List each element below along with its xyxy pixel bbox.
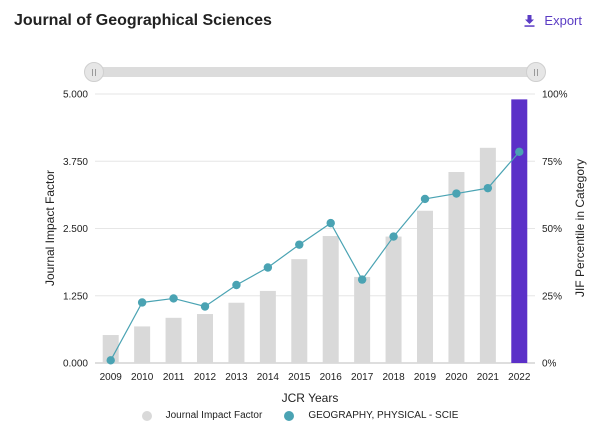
- percentile-point-2019[interactable]: [420, 194, 430, 204]
- percentile-point-2020[interactable]: [452, 189, 461, 198]
- y-tick-label: 3.750: [63, 157, 88, 168]
- percentile-point-2010[interactable]: [137, 298, 147, 307]
- legend-item-percentile[interactable]: GEOGRAPHY, PHYSICAL - SCIE: [284, 410, 458, 421]
- y-tick-label: 2.500: [63, 224, 88, 235]
- x-tick-label: 2011: [163, 372, 185, 383]
- bar-2015[interactable]: [291, 259, 308, 363]
- bar-2010[interactable]: [134, 326, 151, 363]
- percentile-point-2011[interactable]: [169, 294, 178, 303]
- chart-legend: Journal Impact Factor GEOGRAPHY, PHYSICA…: [0, 410, 600, 421]
- y2-axis-ticks: 0% 25% 50% 75% 100%: [542, 90, 568, 370]
- y-tick-label: 1.250: [63, 291, 88, 302]
- y2-axis-title: JIF Percentile in Category: [573, 159, 587, 297]
- x-tick-label: 2020: [445, 372, 468, 383]
- export-label: Export: [544, 13, 582, 28]
- legend-item-jif[interactable]: Journal Impact Factor: [141, 410, 263, 421]
- percentile-point-2018[interactable]: [389, 232, 398, 241]
- y2-tick-label: 25%: [542, 291, 562, 302]
- slider-handle-start[interactable]: [84, 62, 104, 82]
- percentile-point-2021[interactable]: [483, 183, 493, 193]
- export-button[interactable]: Export: [524, 13, 582, 28]
- bar-2017[interactable]: [354, 276, 371, 363]
- bar-2016[interactable]: [322, 236, 339, 363]
- bar-2018[interactable]: [385, 236, 402, 363]
- x-tick-label: 2015: [288, 372, 311, 383]
- y2-tick-label: 50%: [542, 224, 562, 235]
- bar-2020[interactable]: [448, 172, 465, 363]
- bar-2022[interactable]: [511, 99, 528, 363]
- y2-tick-label: 75%: [542, 157, 562, 168]
- y-axis-title: Journal Impact Factor: [43, 170, 57, 286]
- x-tick-label: 2012: [194, 372, 217, 383]
- legend-swatch-percentile: [284, 410, 295, 421]
- y-axis-ticks: 0.000 1.250 2.500 3.750 5.000: [63, 90, 88, 370]
- y2-tick-label: 100%: [542, 90, 568, 101]
- bar-2011[interactable]: [165, 317, 182, 363]
- percentile-point-2013[interactable]: [232, 280, 241, 290]
- x-tick-label: 2018: [382, 372, 405, 383]
- percentile-point-2016[interactable]: [326, 218, 335, 228]
- y2-tick-label: 0%: [542, 359, 557, 370]
- bar-2019[interactable]: [417, 210, 433, 363]
- bar-2009[interactable]: [102, 335, 119, 363]
- grid-lines: [95, 93, 535, 364]
- percentile-line: [110, 151, 520, 361]
- y-tick-label: 0.000: [63, 359, 88, 370]
- slider-handle-end[interactable]: [526, 62, 546, 82]
- x-tick-label: 2013: [225, 372, 248, 383]
- page-title: Journal of Geographical Sciences: [14, 12, 272, 29]
- percentile-point-2012[interactable]: [200, 302, 210, 311]
- year-range-slider[interactable]: [84, 62, 546, 82]
- x-tick-label: 2017: [351, 372, 374, 383]
- x-tick-label: 2022: [508, 372, 531, 383]
- x-tick-label: 2019: [414, 372, 437, 383]
- x-axis-title: JCR Years: [282, 391, 339, 405]
- x-tick-label: 2021: [477, 372, 500, 383]
- line-series: [106, 147, 524, 365]
- bar-2014[interactable]: [259, 290, 276, 363]
- bar-2021[interactable]: [479, 147, 496, 363]
- x-tick-label: 2009: [100, 372, 123, 383]
- percentile-point-2022[interactable]: [515, 147, 524, 157]
- percentile-point-2009[interactable]: [106, 356, 115, 365]
- percentile-point-2017[interactable]: [357, 275, 367, 284]
- percentile-point-2015[interactable]: [295, 240, 304, 249]
- slider-track[interactable]: [92, 67, 538, 77]
- download-icon: [524, 14, 535, 27]
- legend-swatch-jif: [141, 410, 152, 421]
- bar-2013[interactable]: [228, 302, 245, 363]
- legend-label-jif: Journal Impact Factor: [165, 410, 263, 421]
- x-tick-label: 2014: [257, 372, 280, 383]
- bar-series: [102, 99, 528, 363]
- x-tick-label: 2010: [131, 372, 154, 383]
- legend-label-percentile: GEOGRAPHY, PHYSICAL - SCIE: [308, 410, 459, 421]
- y-tick-label: 5.000: [63, 90, 88, 101]
- bar-2012[interactable]: [197, 314, 213, 363]
- percentile-point-2014[interactable]: [263, 263, 273, 272]
- x-axis-ticks: 2009 2010 2011 2012 2013 2014 2015 2016 2017 2018…: [100, 372, 531, 383]
- x-tick-label: 2016: [320, 372, 343, 383]
